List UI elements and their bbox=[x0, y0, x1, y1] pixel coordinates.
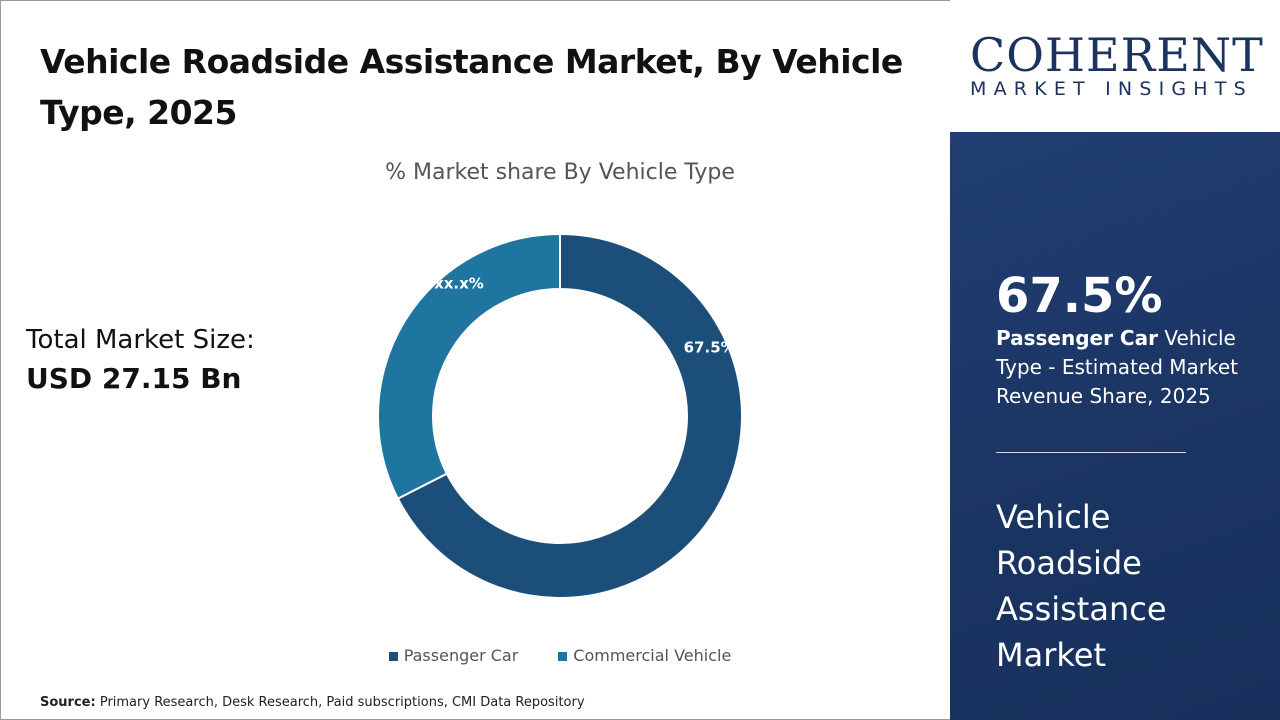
source-label: Source: bbox=[40, 695, 96, 710]
donut-slice-commercial-vehicle bbox=[377, 232, 561, 500]
data-label: xx.x% bbox=[434, 275, 484, 293]
source-note: Source: Primary Research, Desk Research,… bbox=[40, 695, 585, 710]
legend-label: Passenger Car bbox=[403, 646, 519, 665]
chart-title: % Market share By Vehicle Type bbox=[385, 160, 735, 185]
legend-label: Commercial Vehicle bbox=[573, 646, 732, 665]
divider bbox=[996, 452, 1186, 453]
highlight-panel: 67.5% Passenger Car Vehicle Type - Estim… bbox=[950, 132, 1280, 720]
legend-swatch bbox=[388, 652, 398, 661]
logo-wordmark: COHERENT bbox=[970, 28, 1264, 82]
logo: COHERENT MARKET INSIGHTS bbox=[950, 0, 1280, 132]
highlight-desc-text: Vehicle Type - Estimated Market Revenue … bbox=[996, 326, 1239, 408]
source-text: Primary Research, Desk Research, Paid su… bbox=[99, 695, 585, 710]
total-market-value: USD 27.15 Bn bbox=[26, 362, 242, 395]
logo-tagline: MARKET INSIGHTS bbox=[970, 78, 1253, 100]
legend: Passenger Car Commercial Vehicle bbox=[380, 646, 740, 665]
donut-slice-passenger-car bbox=[396, 232, 743, 599]
total-market-label: Total Market Size: bbox=[26, 325, 255, 355]
page-title: Vehicle Roadside Assistance Market, By V… bbox=[40, 42, 903, 132]
legend-swatch bbox=[558, 652, 568, 661]
highlight-segment: Passenger Car bbox=[996, 326, 1158, 350]
legend-item-passenger-car: Passenger Car bbox=[388, 646, 519, 665]
data-label: 67.5% bbox=[684, 339, 736, 357]
highlight-description: Passenger Car Vehicle Type - Estimated M… bbox=[996, 324, 1256, 411]
highlight-percent: 67.5% bbox=[996, 268, 1163, 324]
legend-item-commercial-vehicle: Commercial Vehicle bbox=[558, 646, 731, 665]
market-name: Vehicle Roadside Assistance Market bbox=[996, 498, 1167, 674]
